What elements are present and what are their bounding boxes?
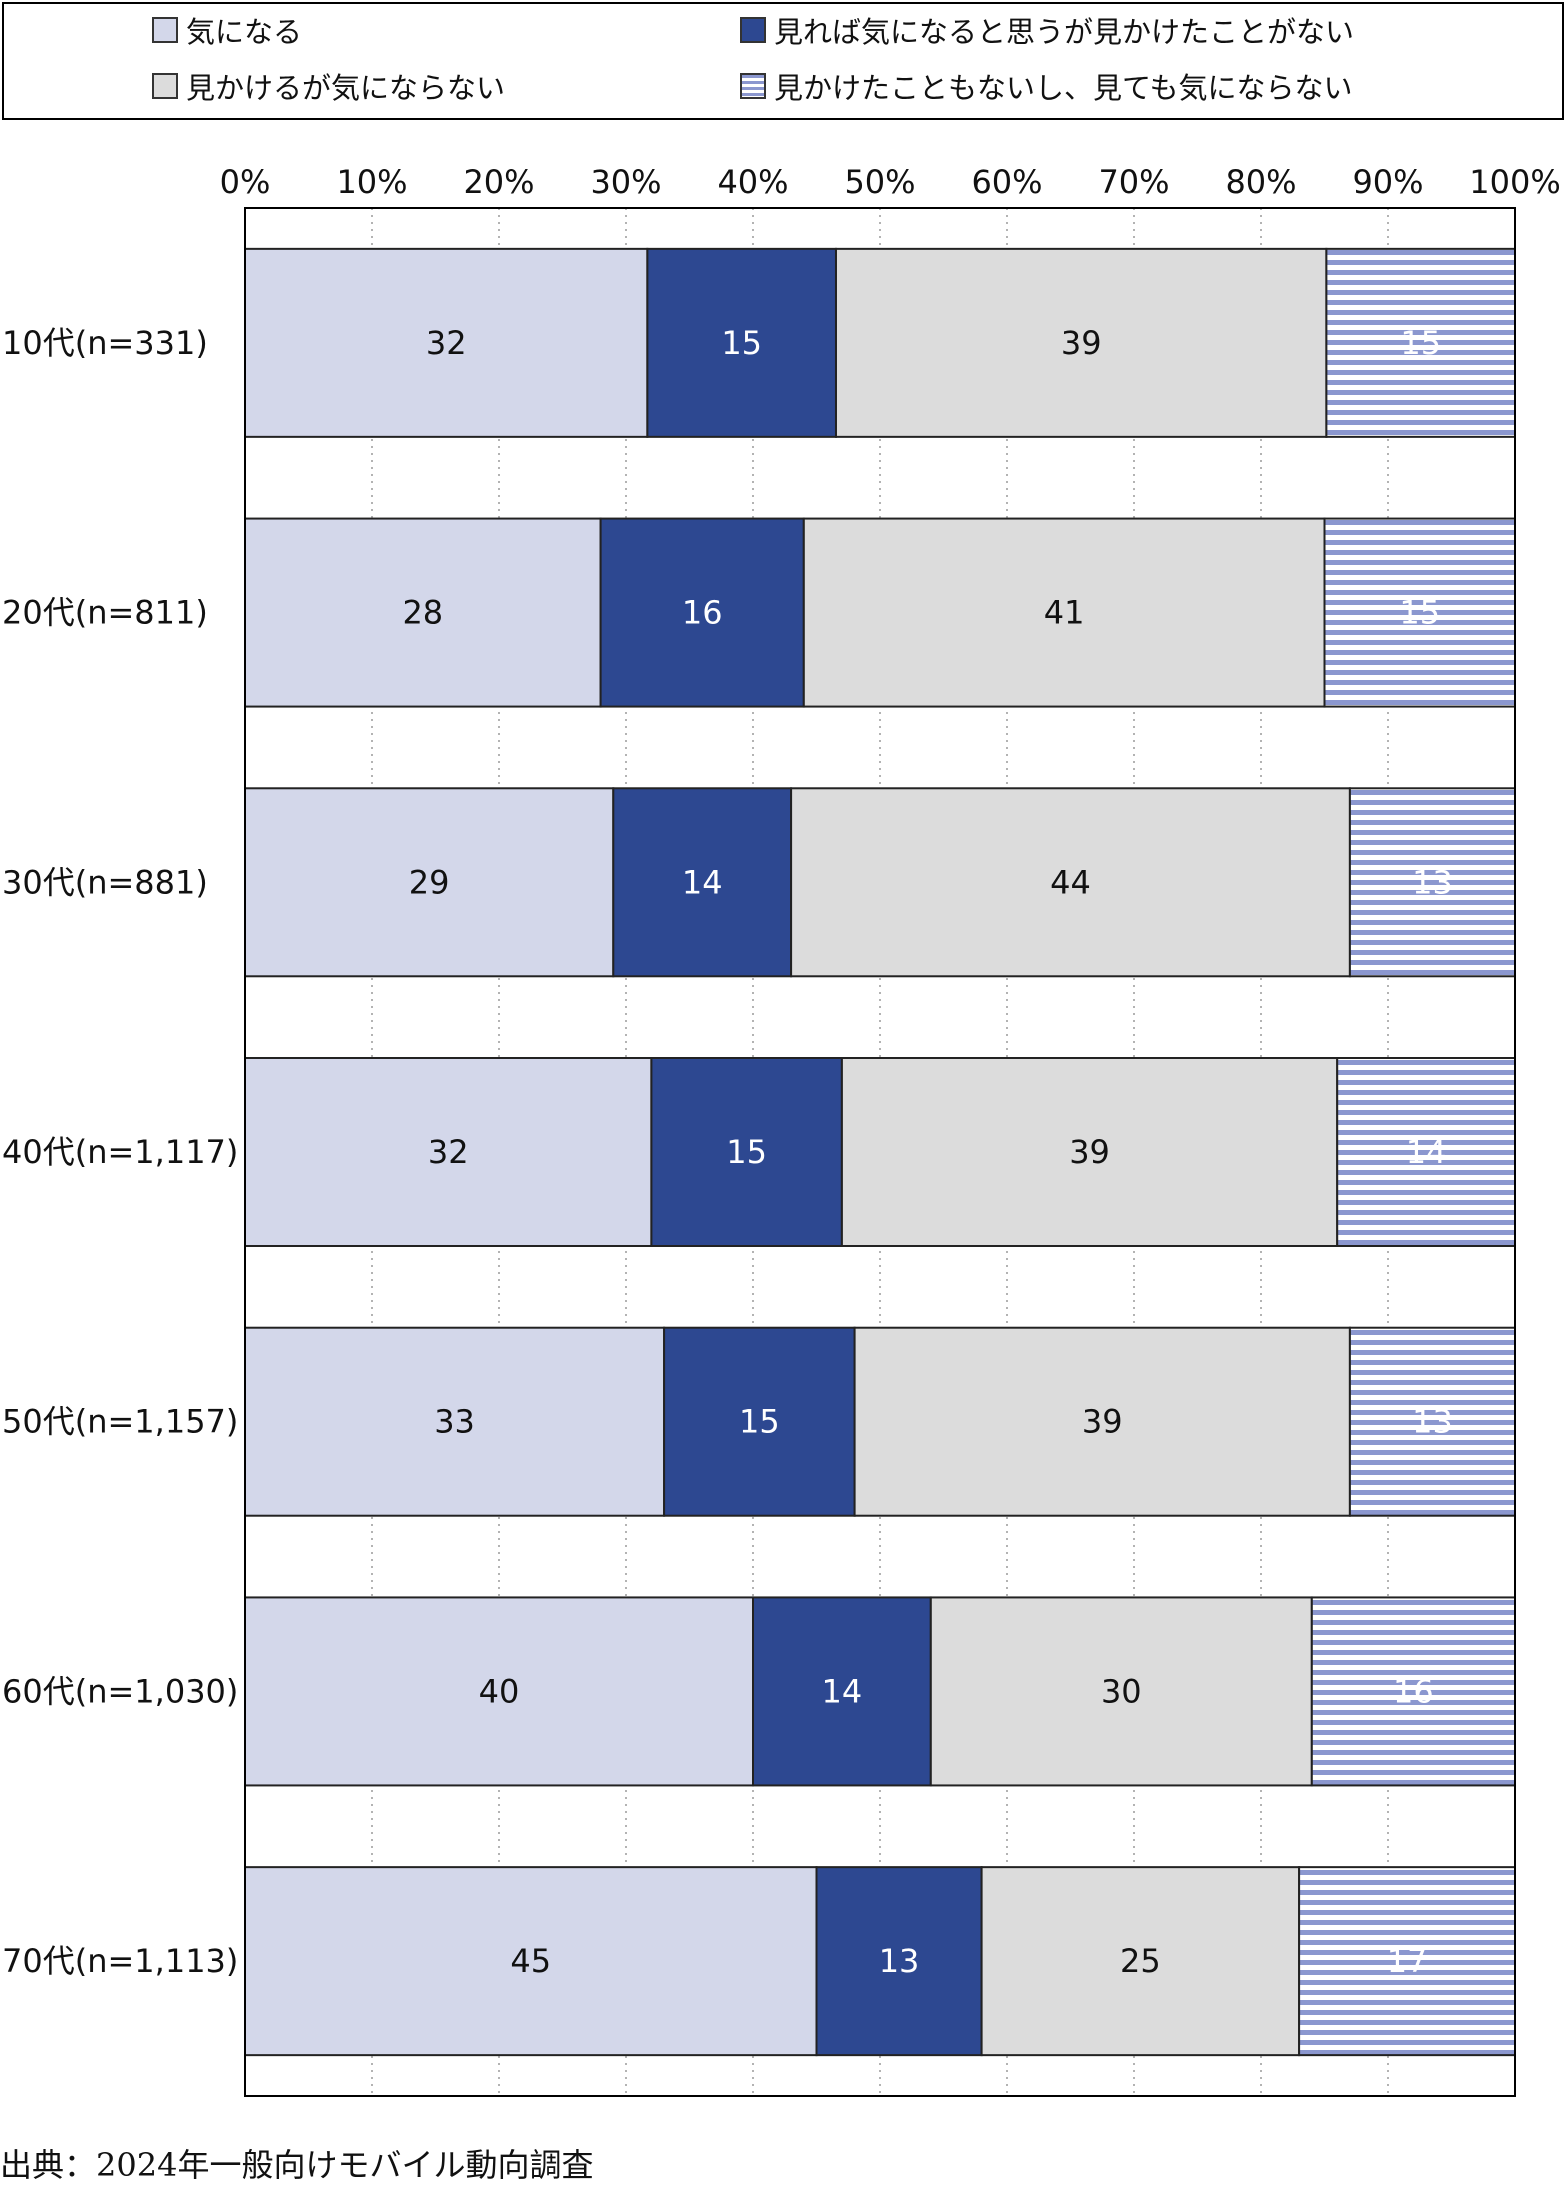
bar-value-label: 13 bbox=[879, 1942, 920, 1980]
bar-ki-ni-naru bbox=[244, 1057, 653, 1247]
legend-label: 見れば気になると思うが見かけたことがない bbox=[774, 15, 1355, 49]
legend-label: 見かけたこともないし、見ても気にならない bbox=[774, 71, 1353, 105]
bar-ki-ni-naru bbox=[244, 787, 615, 978]
bar-value-label: 40 bbox=[479, 1672, 520, 1710]
category-label: 50代(n=1,157) bbox=[2, 1403, 238, 1441]
legend-swatch-mikaketa-koto-mo-nai bbox=[740, 73, 766, 99]
bar-mireba bbox=[612, 787, 793, 978]
x-tick-label: 0% bbox=[220, 163, 271, 201]
bar-value-label: 39 bbox=[1069, 1133, 1110, 1171]
x-tick-label: 60% bbox=[971, 163, 1042, 201]
plot-frame bbox=[244, 207, 1516, 2097]
legend: 気になる 見れば気になると思うが見かけたことがない 見かけるが気にならない 見か… bbox=[2, 2, 1564, 120]
legend-item-ki-ni-naru: 気になる bbox=[152, 12, 303, 49]
bar-mikakeru bbox=[834, 247, 1328, 438]
bar-value-label: 15 bbox=[739, 1403, 780, 1441]
bar-mikaketa-koto-mo-nai bbox=[1348, 1326, 1517, 1517]
bar-mikaketa-koto-mo-nai bbox=[1325, 247, 1516, 438]
bar-value-label: 15 bbox=[1399, 594, 1440, 632]
x-tick-label: 100% bbox=[1469, 163, 1560, 201]
x-tick-label: 50% bbox=[844, 163, 915, 201]
legend-item-mikaketa-koto-mo-nai: 見かけたこともないし、見ても気にならない bbox=[740, 68, 1353, 105]
x-axis-ticks: 0% 10% 20% 30% 40% 50% 60% 70% 80% 90% 100% bbox=[220, 163, 1561, 201]
category-labels: 10代(n=331) 20代(n=811) 30代(n=881) 40代(n=1,11… bbox=[2, 324, 238, 1980]
bar-ki-ni-naru bbox=[244, 517, 602, 708]
bar-mireba bbox=[752, 1596, 932, 1787]
bar-value-label: 39 bbox=[1082, 1403, 1123, 1441]
bar-value-label: 13 bbox=[1412, 1403, 1453, 1441]
bar-value-label: 14 bbox=[1406, 1133, 1447, 1171]
bar-mikaketa-koto-mo-nai bbox=[1336, 1057, 1516, 1247]
bar-mireba bbox=[663, 1326, 856, 1517]
bar-mikaketa-koto-mo-nai bbox=[1348, 787, 1517, 978]
legend-item-mikakeru: 見かけるが気にならない bbox=[152, 68, 506, 105]
bar-value-label: 14 bbox=[822, 1672, 863, 1710]
bar-ki-ni-naru bbox=[244, 1596, 754, 1787]
category-label: 10代(n=331) bbox=[2, 324, 208, 362]
category-label: 20代(n=811) bbox=[2, 594, 208, 632]
bar-value-label: 16 bbox=[1393, 1672, 1434, 1710]
bar-ki-ni-naru bbox=[244, 247, 649, 438]
bar-value-label: 45 bbox=[510, 1942, 551, 1980]
legend-label: 見かけるが気にならない bbox=[186, 71, 506, 105]
legend-swatch-mikakeru bbox=[152, 73, 178, 99]
category-label: 30代(n=881) bbox=[2, 863, 208, 901]
legend-label: 気になる bbox=[186, 15, 303, 49]
category-label: 60代(n=1,030) bbox=[2, 1672, 238, 1710]
bar-value-label: 13 bbox=[1412, 863, 1453, 901]
bar-value-label: 15 bbox=[1400, 324, 1441, 362]
bar-mireba bbox=[815, 1866, 983, 2057]
bar-mikaketa-koto-mo-nai bbox=[1298, 1866, 1516, 2057]
bar-mikaketa-koto-mo-nai bbox=[1323, 517, 1516, 708]
bar-value-label: 41 bbox=[1044, 594, 1085, 632]
bar-value-label: 28 bbox=[402, 594, 443, 632]
bar-mireba bbox=[599, 517, 805, 708]
legend-swatch-ki-ni-naru bbox=[152, 17, 178, 43]
source-note: 出典：2024年一般向けモバイル動向調査 bbox=[0, 2146, 594, 2184]
bar-mireba bbox=[650, 1057, 843, 1247]
x-tick-label: 10% bbox=[336, 163, 407, 201]
bar-value-label: 15 bbox=[721, 324, 762, 362]
x-tick-label: 40% bbox=[717, 163, 788, 201]
x-tick-label: 70% bbox=[1098, 163, 1169, 201]
bar-value-label: 44 bbox=[1050, 863, 1091, 901]
bar-value-label: 30 bbox=[1101, 1672, 1142, 1710]
bar-mikakeru bbox=[980, 1866, 1301, 2057]
bar-value-label: 29 bbox=[409, 863, 450, 901]
bar-value-label: 17 bbox=[1387, 1942, 1428, 1980]
x-tick-label: 30% bbox=[590, 163, 661, 201]
bar-value-label: 32 bbox=[426, 324, 467, 362]
legend-swatch-mireba bbox=[740, 17, 766, 43]
category-label: 70代(n=1,113) bbox=[2, 1942, 238, 1980]
bar-value-label: 15 bbox=[726, 1133, 767, 1171]
bar-mikakeru bbox=[853, 1326, 1351, 1517]
category-label: 40代(n=1,117) bbox=[2, 1133, 238, 1171]
bar-mireba bbox=[646, 247, 837, 438]
bar-value-label: 25 bbox=[1120, 1942, 1161, 1980]
bar-mikakeru bbox=[790, 787, 1351, 978]
legend-item-mireba: 見れば気になると思うが見かけたことがない bbox=[740, 12, 1355, 49]
bar-value-label: 16 bbox=[682, 594, 723, 632]
x-tick-label: 80% bbox=[1225, 163, 1296, 201]
bar-value-label: 39 bbox=[1061, 324, 1102, 362]
bars-layer: 32 15 39 15 28 16 41 15 29 14 44 13 32 15 39 14 33 15 39 13… bbox=[244, 247, 1517, 2057]
bar-mikakeru bbox=[929, 1596, 1313, 1787]
x-tick-label: 90% bbox=[1352, 163, 1423, 201]
x-tick-label: 20% bbox=[463, 163, 534, 201]
bar-value-label: 14 bbox=[682, 863, 723, 901]
bar-value-label: 32 bbox=[428, 1133, 469, 1171]
bar-value-label: 33 bbox=[434, 1403, 475, 1441]
